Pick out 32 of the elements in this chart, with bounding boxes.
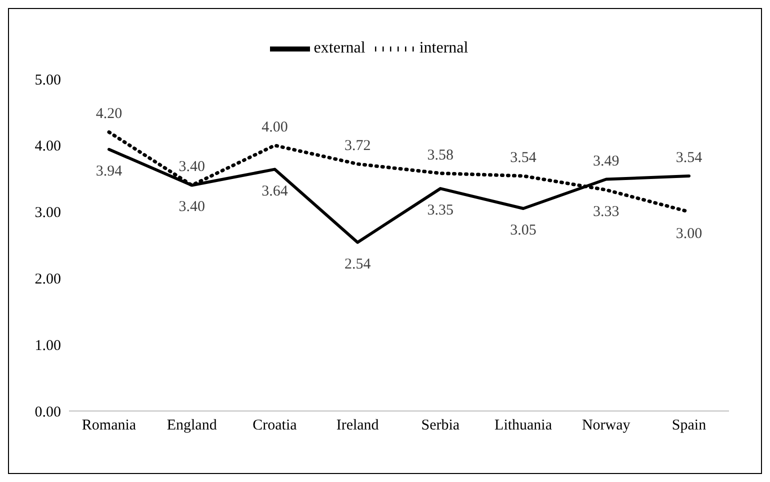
data-label: 3.64: [262, 183, 288, 200]
data-label: 3.94: [96, 163, 123, 180]
y-tick-label: 5.00: [34, 72, 61, 88]
x-tick-label: Norway: [582, 418, 631, 434]
data-label: 3.54: [676, 150, 703, 166]
legend-label: internal: [419, 40, 468, 57]
data-label: 3.00: [676, 226, 702, 242]
legend-label: external: [314, 40, 366, 57]
data-label: 3.40: [178, 199, 205, 216]
data-label: 2.54: [344, 256, 372, 272]
data-label: 4.00: [262, 119, 288, 136]
data-label: 3.40: [178, 159, 205, 176]
x-tick-label: Ireland: [336, 418, 380, 434]
y-tick-label: 1.00: [34, 338, 61, 354]
data-label: 3.35: [427, 202, 454, 219]
data-label: 3.58: [427, 147, 454, 164]
y-tick-label: 0.00: [34, 404, 61, 420]
data-label: 4.20: [96, 106, 122, 122]
data-label: 3.05: [510, 222, 536, 238]
data-label: 3.54: [510, 150, 537, 166]
x-tick-label: Spain: [672, 418, 707, 434]
data-label: 3.49: [593, 153, 620, 170]
x-tick-label: England: [166, 418, 218, 434]
data-label: 3.33: [593, 204, 620, 220]
x-tick-label: Romania: [82, 418, 136, 434]
x-tick-label: Lithuania: [494, 418, 552, 434]
y-tick-label: 2.00: [34, 272, 61, 288]
y-tick-label: 3.00: [34, 205, 61, 222]
y-tick-label: 4.00: [34, 138, 61, 155]
data-label: 3.72: [344, 138, 371, 154]
x-tick-label: Croatia: [252, 418, 298, 434]
x-tick-label: Serbia: [421, 418, 460, 434]
